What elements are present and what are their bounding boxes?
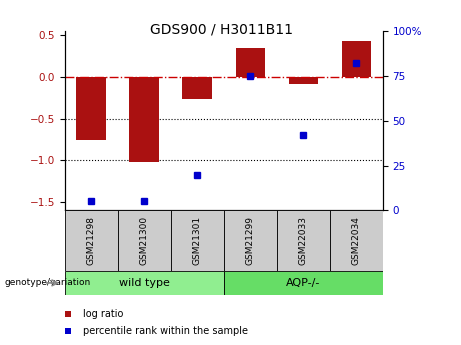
Text: genotype/variation: genotype/variation xyxy=(5,278,91,287)
Bar xyxy=(183,77,212,99)
Text: GSM21301: GSM21301 xyxy=(193,216,201,265)
Bar xyxy=(118,210,171,271)
Text: GSM21299: GSM21299 xyxy=(246,216,254,265)
Text: AQP-/-: AQP-/- xyxy=(286,278,320,288)
Text: GSM22033: GSM22033 xyxy=(299,216,307,265)
Text: percentile rank within the sample: percentile rank within the sample xyxy=(83,326,248,336)
Bar xyxy=(330,210,383,271)
Bar xyxy=(342,41,371,77)
Bar xyxy=(65,271,224,295)
Bar xyxy=(130,77,159,162)
Bar xyxy=(171,210,224,271)
Bar xyxy=(65,210,118,271)
Bar xyxy=(77,77,106,139)
Text: GDS900 / H3011B11: GDS900 / H3011B11 xyxy=(150,22,293,37)
Text: GSM21298: GSM21298 xyxy=(87,216,95,265)
Bar xyxy=(65,328,71,334)
Text: log ratio: log ratio xyxy=(83,309,124,319)
Text: GSM21300: GSM21300 xyxy=(140,216,148,265)
Bar xyxy=(236,48,265,77)
Text: GSM22034: GSM22034 xyxy=(352,216,361,265)
Bar xyxy=(224,271,383,295)
Bar xyxy=(277,210,330,271)
Bar xyxy=(65,311,71,317)
Bar xyxy=(289,77,318,83)
Text: wild type: wild type xyxy=(118,278,170,288)
Bar xyxy=(224,210,277,271)
